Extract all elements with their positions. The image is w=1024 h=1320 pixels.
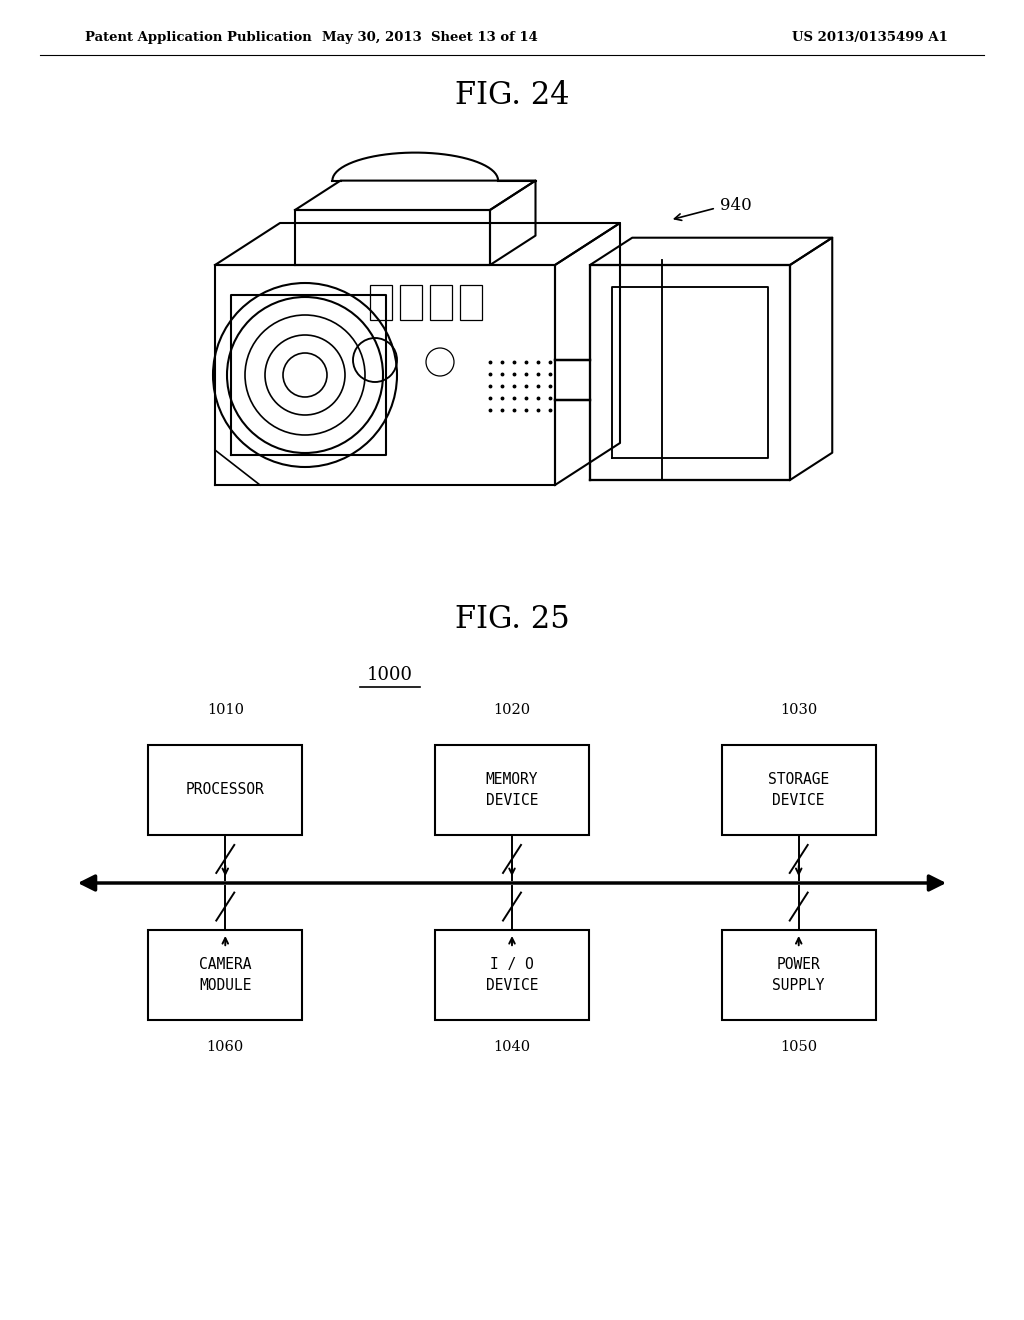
Text: CAMERA
MODULE: CAMERA MODULE	[199, 957, 252, 993]
Bar	[435, 744, 589, 834]
Text: 1030: 1030	[780, 704, 817, 717]
Text: I / O
DEVICE: I / O DEVICE	[485, 957, 539, 993]
Bar	[435, 931, 589, 1020]
Bar	[148, 744, 302, 834]
Text: FIG. 24: FIG. 24	[455, 79, 569, 111]
Text: 1000: 1000	[367, 667, 413, 684]
Text: 1050: 1050	[780, 1040, 817, 1053]
Text: FIG. 25: FIG. 25	[455, 605, 569, 635]
Bar	[370, 285, 392, 319]
Text: May 30, 2013  Sheet 13 of 14: May 30, 2013 Sheet 13 of 14	[323, 30, 538, 44]
Text: 1020: 1020	[494, 704, 530, 717]
Bar	[400, 285, 422, 319]
Bar	[430, 285, 452, 319]
Bar	[148, 931, 302, 1020]
Text: STORAGE
DEVICE: STORAGE DEVICE	[768, 772, 829, 808]
Bar	[722, 744, 876, 834]
Text: MEMORY
DEVICE: MEMORY DEVICE	[485, 772, 539, 808]
Text: 940: 940	[720, 197, 752, 214]
Text: 1010: 1010	[207, 704, 244, 717]
Text: 1040: 1040	[494, 1040, 530, 1053]
Text: POWER
SUPPLY: POWER SUPPLY	[772, 957, 825, 993]
Text: US 2013/0135499 A1: US 2013/0135499 A1	[792, 30, 948, 44]
Text: Patent Application Publication: Patent Application Publication	[85, 30, 311, 44]
Bar	[460, 285, 482, 319]
Bar	[722, 931, 876, 1020]
Text: PROCESSOR: PROCESSOR	[186, 783, 264, 797]
Text: 1060: 1060	[207, 1040, 244, 1053]
